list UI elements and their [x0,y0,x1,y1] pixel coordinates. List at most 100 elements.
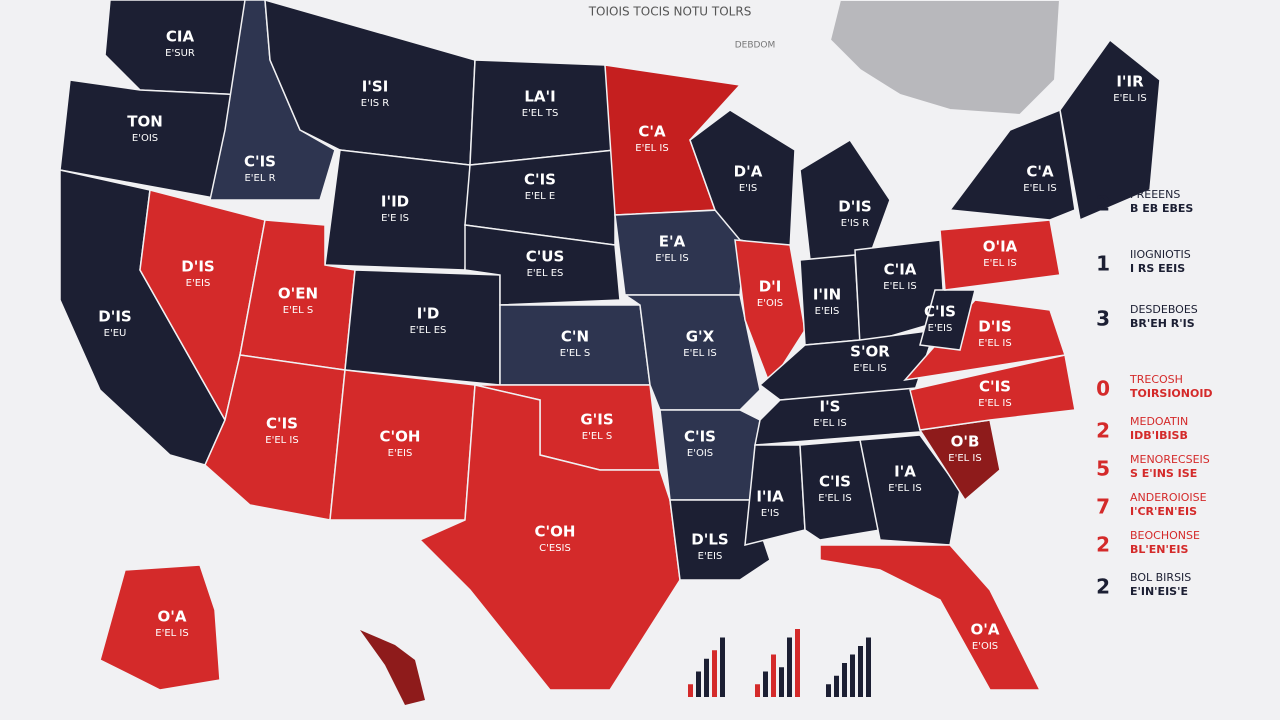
legend-sub: BR'EH R'IS [1130,317,1195,330]
state [948,108,1076,221]
state-label: I'ID [381,193,409,211]
state [734,239,806,387]
state [99,564,221,691]
state-label: S'OR [850,343,890,361]
header-title: TOIOIS TOCIS NOTU TOLRS [588,5,752,19]
state-sub: E'EU [104,328,127,339]
state-sub: E'E IS [381,213,409,224]
legend-text: MENORECSEIS [1130,453,1210,466]
state-sub: E'IS R [361,98,390,109]
state-label: I'IA [756,488,784,506]
state-label: I'SI [362,78,389,96]
legend-sub: I RS EEIS [1130,262,1185,275]
inset-map [828,0,1062,117]
state-label: D'IS [978,318,1011,336]
legend-text: TRECOSH [1129,373,1183,386]
mini-charts [688,629,871,697]
state-label: D'IS [98,308,131,326]
state-label: D'IS [838,198,871,216]
state [939,219,1061,291]
state-sub: E'EIS [928,323,953,334]
state-sub: E'EL E [525,191,555,202]
legend-number: 2 [1096,575,1110,599]
state [1059,38,1161,222]
mini-bar [834,675,839,697]
state-sub: E'EL IS [948,453,981,464]
state-sub: E'EIS [698,551,723,562]
state [669,499,771,581]
mini-bar [850,654,855,697]
mini-bar [755,684,760,697]
state [799,138,891,261]
state-label: O'B [951,433,980,451]
state-label: C'IS [524,171,556,189]
state [799,439,881,541]
state-label: C'A [638,123,666,141]
legend-number: 3 [1096,307,1110,331]
state-label: D'A [734,163,763,181]
mini-bar [763,671,768,697]
state-label: E'A [659,233,686,251]
state-sub: E'OIS [972,641,998,652]
state-label: G'IS [580,411,613,429]
legend-text: IIOGNIOTIS [1130,248,1191,261]
state-sub: E'EIS [186,278,211,289]
header-subtitle: DEBDOM [735,41,776,51]
state-label: C'US [526,248,565,266]
state-label: D'I [759,278,782,296]
state-sub: E'EL IS [635,143,668,154]
mini-bar [826,684,831,697]
state [919,289,976,351]
state-labels: CIA E'SUR TON E'OIS D'IS E'EU D'IS E'EIS C'IS E'E… [98,28,1146,653]
legend-sub: S E'INS ISE [1130,467,1197,480]
legend-number: 2 [1096,419,1110,443]
state-sub: E'IS [761,508,779,519]
legend-number: 7 [1096,495,1110,519]
legend-sub: I'CR'EN'EIS [1130,505,1197,518]
legend-number: 2 [1096,533,1110,557]
state-label: O'EN [278,285,318,303]
mini-bar [866,637,871,697]
state-sub: C'ESIS [539,543,571,554]
legend-number: 0 [1096,377,1110,401]
state-sub: E'EL S [582,431,612,442]
state-label: C'IS [244,153,276,171]
state-label: C'IS [979,378,1011,396]
state-sub: E'EL ES [410,325,447,336]
legend-sub: B EB EBES [1130,202,1193,215]
state-sub: E'EL R [244,173,275,184]
legend-number: 1 [1096,252,1110,276]
states [59,0,1161,705]
state-sub: E'EL IS [978,338,1011,349]
state-label: O'A [971,621,1000,639]
state-sub: E'EL TS [522,108,559,119]
state-label: I'S [820,398,841,416]
state-sub: E'OIS [132,133,158,144]
legend-text: DESDEBOES [1130,303,1198,316]
state-sub: E'EL IS [1113,93,1146,104]
state-sub: E'EL IS [683,348,716,359]
legend-text: BEOCHONSE [1130,529,1200,542]
mini-bar [787,637,792,697]
state-label: O'A [158,608,187,626]
legend-sub: TOIRSIONOID [1130,387,1213,400]
state-sub: E'EIS [815,306,840,317]
legend-text: PREEENS [1130,188,1180,201]
state-label: C'OH [535,523,576,541]
state-label: C'N [561,328,589,346]
mini-bar [720,637,725,697]
state [819,544,1042,691]
state-sub: E'EL ES [527,268,564,279]
state-sub: E'EL IS [655,253,688,264]
state-sub: E'OIS [687,448,713,459]
state-label: G'X [686,328,715,346]
state-sub: E'EL IS [853,363,886,374]
state-sub: E'OIS [757,298,783,309]
state-label: C'OH [380,428,421,446]
mini-bar [712,650,717,697]
mini-bar [858,646,863,697]
state-label: C'IS [819,473,851,491]
state-label: D'IS [181,258,214,276]
